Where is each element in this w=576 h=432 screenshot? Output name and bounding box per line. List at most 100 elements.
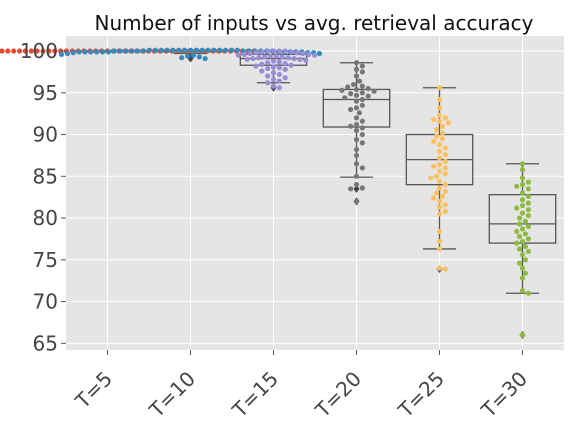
- swarm-point-T=25: [442, 188, 448, 194]
- swarm-point-T=20: [359, 185, 365, 191]
- swarm-point-T=10: [196, 54, 202, 60]
- swarm-point-T=30: [519, 197, 526, 203]
- swarm-point-T=15: [303, 57, 309, 63]
- swarm-point-T=10: [193, 47, 199, 53]
- swarm-point-T=30: [519, 252, 526, 258]
- swarm-points: [0, 47, 531, 338]
- swarm-point-T=5: [0, 48, 5, 54]
- swarm-point-T=20: [353, 161, 360, 167]
- outlier-marker: [353, 184, 360, 193]
- swarm-point-T=20: [353, 152, 360, 159]
- swarm-point-T=10: [184, 53, 191, 59]
- swarm-point-T=30: [516, 260, 523, 266]
- swarm-point-T=30: [519, 226, 526, 232]
- swarm-point-T=10: [199, 47, 205, 53]
- swarm-point-T=20: [356, 110, 363, 116]
- swarm-point-T=10: [99, 49, 106, 55]
- swarm-point-T=20: [359, 63, 365, 69]
- swarm-point-T=15: [244, 56, 250, 62]
- xtick-label: T=30: [476, 367, 532, 423]
- swarm-point-T=10: [146, 47, 153, 53]
- swarm-point-T=15: [259, 49, 265, 55]
- swarm-point-T=25: [436, 238, 443, 245]
- swarm-point-T=25: [433, 133, 440, 139]
- swarm-point-T=15: [276, 65, 282, 71]
- swarm-point-T=5: [16, 48, 23, 54]
- swarm-point-T=20: [342, 95, 348, 101]
- swarm-point-T=10: [179, 55, 185, 61]
- swarm-point-T=20: [353, 173, 360, 179]
- swarm-point-T=20: [353, 73, 360, 79]
- swarm-point-T=15: [265, 65, 271, 72]
- swarm-point-T=25: [436, 246, 443, 252]
- swarm-point-T=15: [250, 55, 256, 62]
- swarm-point-T=10: [123, 48, 129, 54]
- swarm-point-T=30: [516, 246, 523, 252]
- swarm-point-T=25: [431, 163, 437, 169]
- swarm-point-T=30: [519, 202, 526, 209]
- x-axis: T=5 T=10 T=15 T=20 T=25 T=30: [70, 350, 532, 423]
- swarm-point-T=30: [519, 182, 526, 188]
- swarm-point-T=15: [276, 71, 282, 78]
- swarm-point-T=30: [525, 200, 531, 206]
- swarm-point-T=10: [105, 49, 112, 55]
- ytick-label: 100: [20, 39, 58, 63]
- swarm-point-T=15: [256, 55, 262, 61]
- swarm-point-T=15: [267, 53, 274, 59]
- swarm-point-T=10: [129, 48, 135, 54]
- swarm-point-T=20: [353, 198, 360, 204]
- swarm-point-T=25: [442, 115, 448, 121]
- swarm-point-T=15: [253, 50, 259, 56]
- swarm-point-T=25: [445, 120, 451, 126]
- swarm-point-T=20: [339, 87, 345, 93]
- swarm-point-T=25: [433, 173, 440, 179]
- swarm-point-T=10: [176, 47, 182, 53]
- ytick-label: 65: [33, 331, 58, 355]
- ytick-label: 80: [33, 206, 58, 230]
- swarm-point-T=20: [353, 136, 360, 143]
- swarm-point-T=25: [436, 118, 443, 124]
- swarm-point-T=30: [525, 236, 531, 242]
- swarm-point-T=20: [359, 102, 365, 108]
- swarm-point-T=10: [217, 47, 223, 53]
- swarm-point-T=10: [94, 49, 100, 55]
- swarm-point-T=15: [270, 58, 277, 64]
- swarm-point-T=25: [442, 202, 448, 208]
- swarm-point-T=15: [265, 73, 271, 79]
- swarm-point-T=20: [353, 92, 360, 98]
- swarm-point-T=30: [519, 210, 526, 216]
- swarm-point-T=30: [514, 240, 520, 246]
- swarm-point-T=10: [152, 47, 158, 53]
- swarm-point-T=15: [276, 78, 282, 84]
- swarm-point-T=10: [82, 49, 88, 55]
- swarm-point-T=30: [525, 248, 531, 255]
- swarm-point-T=15: [235, 52, 241, 58]
- swarm-point-T=25: [436, 211, 443, 217]
- swarm-point-T=25: [436, 112, 443, 118]
- swarm-point-T=20: [359, 140, 365, 146]
- swarm-point-T=15: [291, 55, 297, 62]
- swarm-point-T=30: [519, 175, 526, 181]
- swarm-point-T=30: [519, 167, 526, 173]
- swarm-point-T=5: [40, 48, 46, 54]
- swarm-point-T=30: [525, 207, 531, 213]
- swarm-point-T=15: [282, 75, 288, 81]
- swarm-point-T=15: [265, 48, 271, 54]
- ytick-label: 85: [33, 164, 58, 188]
- swarm-point-T=10: [211, 47, 217, 53]
- swarm-point-T=20: [359, 131, 365, 138]
- swarm-point-T=5: [46, 48, 52, 54]
- xtick-label: T=15: [227, 367, 283, 423]
- swarm-point-T=30: [516, 233, 523, 240]
- swarm-point-T=20: [359, 96, 365, 103]
- swarm-point-T=15: [282, 66, 288, 73]
- swarm-point-T=20: [348, 123, 354, 129]
- xtick-label: T=5: [70, 367, 117, 414]
- swarm-point-T=25: [439, 130, 446, 136]
- swarm-point-T=20: [359, 165, 365, 171]
- box-iqr: [488, 194, 557, 244]
- y-axis: 65 70 75 80 85 90 95 100: [20, 39, 66, 355]
- swarm-point-T=20: [353, 86, 360, 93]
- swarm-point-T=15: [276, 85, 282, 91]
- swarm-point-T=10: [76, 49, 82, 55]
